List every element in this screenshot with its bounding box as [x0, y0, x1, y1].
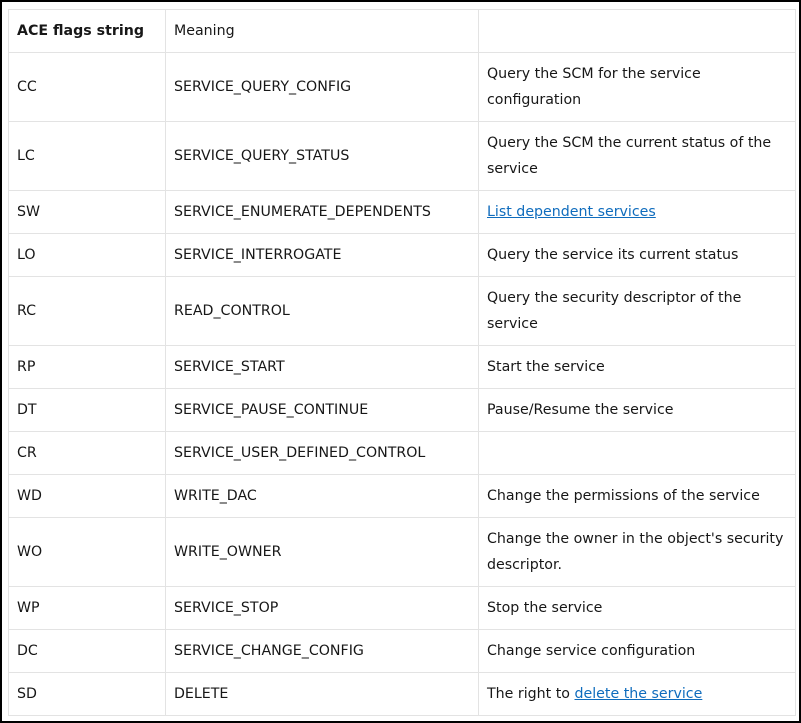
description-text: Change the permissions of the service — [487, 488, 760, 504]
right-cell: SERVICE_ENUMERATE_DEPENDENTS — [165, 190, 479, 234]
table-row: WP SERVICE_STOP Stop the service — [8, 586, 796, 630]
flag-cell: CC — [8, 52, 166, 122]
right-cell: SERVICE_START — [165, 345, 479, 389]
right-cell: SERVICE_STOP — [165, 586, 479, 630]
table-row: DT SERVICE_PAUSE_CONTINUE Pause/Resume the… — [8, 388, 796, 432]
table-row: WD WRITE_DAC Change the permissions of the… — [8, 474, 796, 518]
right-cell: WRITE_DAC — [165, 474, 479, 518]
header-description — [478, 9, 796, 53]
table-row: SD DELETE The right to delete the service — [8, 672, 796, 716]
description-cell: Stop the service — [478, 586, 796, 630]
description-cell — [478, 431, 796, 475]
description-cell: Query the SCM the current status of the … — [478, 121, 796, 191]
right-cell: SERVICE_INTERROGATE — [165, 233, 479, 277]
description-cell: Query the service its current status — [478, 233, 796, 277]
description-cell: Change service configuration — [478, 629, 796, 673]
right-cell: SERVICE_USER_DEFINED_CONTROL — [165, 431, 479, 475]
description-cell: List dependent services — [478, 190, 796, 234]
ace-flags-table: ACE flags string Meaning CC SERVICE_QUERY… — [8, 9, 796, 716]
flag-cell: SW — [8, 190, 166, 234]
flag-cell: WP — [8, 586, 166, 630]
flag-cell: RP — [8, 345, 166, 389]
description-text: Change service configuration — [487, 643, 696, 659]
right-cell: WRITE_OWNER — [165, 517, 479, 587]
table-header-row: ACE flags string Meaning — [8, 9, 796, 53]
table-row: RC READ_CONTROL Query the security descrip… — [8, 276, 796, 346]
table-row: SW SERVICE_ENUMERATE_DEPENDENTS List depen… — [8, 190, 796, 234]
right-cell: READ_CONTROL — [165, 276, 479, 346]
flag-cell: LC — [8, 121, 166, 191]
description-text: The right to — [487, 686, 575, 702]
table-row: WO WRITE_OWNER Change the owner in the obj… — [8, 517, 796, 587]
description-text: Query the SCM for the service configurat… — [487, 66, 701, 108]
table-row: LO SERVICE_INTERROGATE Query the service i… — [8, 233, 796, 277]
flag-cell: WD — [8, 474, 166, 518]
flag-cell: DT — [8, 388, 166, 432]
table-row: CR SERVICE_USER_DEFINED_CONTROL — [8, 431, 796, 475]
description-text: Query the service its current status — [487, 247, 739, 263]
description-text: Stop the service — [487, 600, 603, 616]
table-row: LC SERVICE_QUERY_STATUS Query the SCM the … — [8, 121, 796, 191]
description-text: Query the security descriptor of the ser… — [487, 290, 742, 332]
description-link[interactable]: List dependent services — [487, 204, 656, 220]
description-text: Query the SCM the current status of the … — [487, 135, 772, 177]
header-meaning: Meaning — [165, 9, 479, 53]
flag-cell: WO — [8, 517, 166, 587]
right-cell: SERVICE_PAUSE_CONTINUE — [165, 388, 479, 432]
description-text: Pause/Resume the service — [487, 402, 674, 418]
description-cell: Pause/Resume the service — [478, 388, 796, 432]
flag-cell: LO — [8, 233, 166, 277]
right-cell: SERVICE_QUERY_CONFIG — [165, 52, 479, 122]
flag-cell: DC — [8, 629, 166, 673]
right-cell: DELETE — [165, 672, 479, 716]
description-cell: The right to delete the service — [478, 672, 796, 716]
description-link[interactable]: delete the service — [574, 686, 703, 702]
description-text: Change the owner in the object's securit… — [487, 531, 784, 573]
description-text: Start the service — [487, 359, 605, 375]
table-row: RP SERVICE_START Start the service — [8, 345, 796, 389]
table-row: CC SERVICE_QUERY_CONFIG Query the SCM for … — [8, 52, 796, 122]
description-cell: Query the security descriptor of the ser… — [478, 276, 796, 346]
description-cell: Change the permissions of the service — [478, 474, 796, 518]
description-cell: Change the owner in the object's securit… — [478, 517, 796, 587]
flag-cell: SD — [8, 672, 166, 716]
header-ace-flags: ACE flags string — [8, 9, 166, 53]
flag-cell: RC — [8, 276, 166, 346]
table-row: DC SERVICE_CHANGE_CONFIG Change service co… — [8, 629, 796, 673]
flag-cell: CR — [8, 431, 166, 475]
right-cell: SERVICE_CHANGE_CONFIG — [165, 629, 479, 673]
description-cell: Start the service — [478, 345, 796, 389]
description-cell: Query the SCM for the service configurat… — [478, 52, 796, 122]
right-cell: SERVICE_QUERY_STATUS — [165, 121, 479, 191]
